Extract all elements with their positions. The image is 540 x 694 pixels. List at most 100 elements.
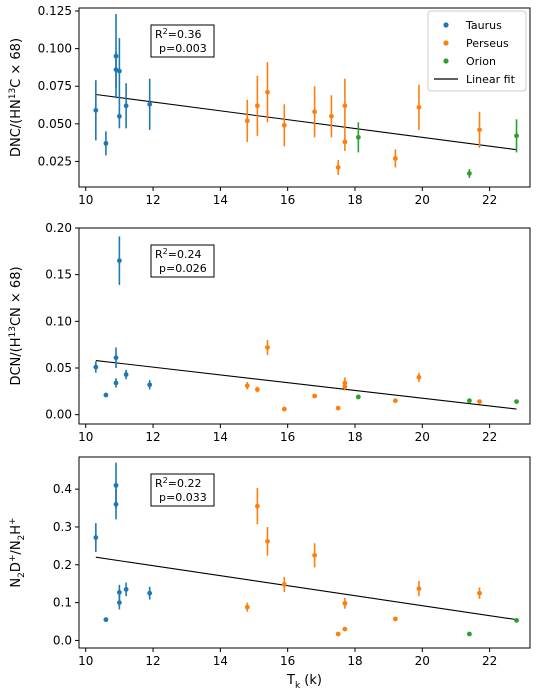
data-point xyxy=(342,384,348,390)
data-point xyxy=(244,604,250,610)
data-point xyxy=(265,89,270,95)
x-tick-label: 16 xyxy=(280,654,295,668)
data-point xyxy=(147,101,153,107)
data-point xyxy=(477,590,482,596)
data-point xyxy=(335,405,341,411)
x-tick-label: 18 xyxy=(347,654,362,668)
data-point xyxy=(113,482,119,488)
y-axis-label: DCN/(H13CN × 68) xyxy=(8,266,24,385)
data-point xyxy=(392,156,398,161)
y-label-part: + xyxy=(8,517,18,525)
data-point xyxy=(265,538,270,544)
data-point xyxy=(416,586,422,592)
data-point xyxy=(281,122,287,128)
data-point xyxy=(113,355,119,361)
data-point xyxy=(116,68,122,74)
data-point xyxy=(116,258,122,264)
series-taurus xyxy=(93,462,153,623)
data-point xyxy=(342,600,348,606)
stats-box-frame xyxy=(150,473,215,507)
data-point xyxy=(329,113,334,119)
series-orion xyxy=(467,617,519,637)
legend-frame xyxy=(427,10,527,92)
data-point xyxy=(116,590,122,595)
y-tick-label: 0.15 xyxy=(45,268,72,282)
stats-box: R2=0.22p=0.033 xyxy=(150,473,215,507)
y-label-part: C × 68) xyxy=(9,38,24,88)
legend: Taurus Perseus Orion Linear fit xyxy=(427,10,527,92)
linear-fit-line xyxy=(95,93,517,151)
data-point xyxy=(467,398,472,404)
p-value-text: p=0.003 xyxy=(159,42,207,55)
data-point xyxy=(123,586,129,592)
r-squared-exponent: 2 xyxy=(163,476,168,485)
y-tick-label: 0.125 xyxy=(38,4,72,18)
x-tick-label: 20 xyxy=(415,193,430,207)
legend-marker-swatch xyxy=(443,22,449,28)
y-label-part: /N xyxy=(9,540,24,554)
x-label-part: T xyxy=(286,673,295,688)
y-label-part: 2 xyxy=(17,572,27,578)
y-tick-label: 0.0 xyxy=(53,633,72,647)
data-point xyxy=(342,626,348,632)
x-tick-label: 12 xyxy=(145,654,160,668)
x-tick-label: 12 xyxy=(145,193,160,207)
legend-label: Linear fit xyxy=(466,73,516,86)
data-point xyxy=(265,345,270,350)
data-point xyxy=(254,103,260,109)
r-squared-prefix: R xyxy=(155,28,163,41)
data-point xyxy=(147,382,153,388)
data-point xyxy=(93,364,99,370)
stats-box: R2=0.24p=0.026 xyxy=(150,244,215,278)
legend-label: Perseus xyxy=(466,37,509,50)
y-tick-label: 0.05 xyxy=(45,361,72,375)
series-perseus xyxy=(244,488,482,637)
r-squared-text: R2=0.22 xyxy=(155,476,201,490)
data-point xyxy=(116,113,122,119)
data-point xyxy=(416,374,422,380)
y-label-superscript: 13 xyxy=(8,326,18,337)
r-squared-text: R2=0.36 xyxy=(155,27,201,41)
data-point xyxy=(103,140,109,146)
y-label-superscript: 13 xyxy=(8,88,18,99)
data-point xyxy=(416,104,422,110)
x-tick-label: 14 xyxy=(213,430,228,444)
data-point xyxy=(467,171,472,176)
p-value-text: p=0.033 xyxy=(159,491,207,504)
y-tick-label: 0.025 xyxy=(38,154,72,168)
panel-2: 0.00 0.05 0.10 0.15 0.20 10 12 14 16 18 20 22 DCN/(H… xyxy=(8,221,531,444)
y-label-part: 2 xyxy=(17,535,27,541)
legend-label: Taurus xyxy=(465,19,502,32)
axes-frame xyxy=(78,227,531,425)
data-point xyxy=(392,616,398,622)
x-tick-label: 22 xyxy=(482,654,497,668)
data-point xyxy=(93,107,99,113)
x-tick-label: 10 xyxy=(78,193,93,207)
data-point xyxy=(342,103,348,109)
x-tick-label: 18 xyxy=(347,430,362,444)
data-point xyxy=(335,165,341,170)
data-point xyxy=(113,501,119,507)
series-orion xyxy=(355,119,519,178)
data-point xyxy=(342,139,348,145)
y-tick-label: 0.075 xyxy=(38,79,72,93)
x-tick-label: 14 xyxy=(213,193,228,207)
r-squared-value: =0.36 xyxy=(168,28,202,41)
series-taurus xyxy=(93,236,153,398)
x-tick-label: 20 xyxy=(415,430,430,444)
r-squared-prefix: R xyxy=(155,248,163,261)
linear-fit-line xyxy=(95,359,517,410)
y-tick-label: 0.2 xyxy=(53,558,72,572)
x-axis-label: Tk (k) xyxy=(286,673,322,691)
data-point xyxy=(93,535,99,540)
data-point xyxy=(281,582,287,587)
data-point xyxy=(514,133,519,139)
x-tick-label: 22 xyxy=(482,193,497,207)
x-label-subscript: k xyxy=(295,681,301,691)
y-tick-label: 0.1 xyxy=(53,596,72,610)
y-tick-label: 0.4 xyxy=(53,482,72,496)
stats-box-frame xyxy=(150,244,215,278)
data-point xyxy=(254,503,260,509)
x-tick-label: 10 xyxy=(78,654,93,668)
data-point xyxy=(477,127,482,133)
